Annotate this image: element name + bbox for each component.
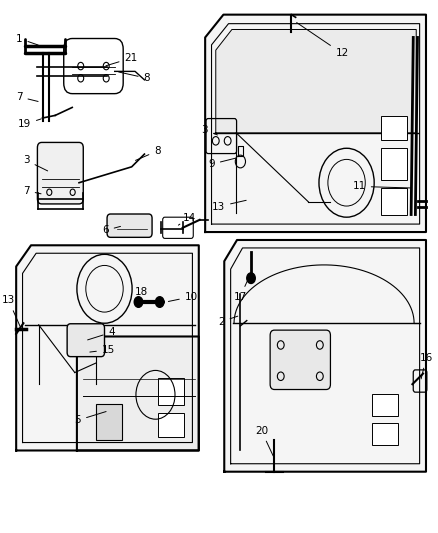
Circle shape [134, 297, 143, 308]
FancyBboxPatch shape [37, 142, 83, 204]
Circle shape [247, 273, 255, 284]
Text: 15: 15 [90, 345, 115, 355]
Text: 11: 11 [353, 181, 410, 191]
Polygon shape [205, 14, 426, 232]
Text: 16: 16 [420, 353, 433, 379]
Circle shape [155, 297, 164, 308]
Text: 1: 1 [16, 34, 38, 45]
Text: 8: 8 [135, 146, 161, 160]
Text: 10: 10 [168, 292, 198, 302]
Polygon shape [77, 336, 199, 450]
Text: 7: 7 [16, 92, 38, 102]
Text: 7: 7 [23, 185, 41, 196]
Text: 17: 17 [233, 276, 250, 302]
Text: 18: 18 [135, 287, 148, 302]
Text: 14: 14 [178, 213, 196, 225]
Bar [372, 394, 399, 416]
Polygon shape [216, 29, 416, 133]
Text: 21: 21 [106, 53, 138, 66]
Text: 13: 13 [2, 295, 20, 327]
Text: 2: 2 [218, 316, 238, 327]
Bar [381, 148, 407, 180]
Text: 8: 8 [119, 72, 150, 83]
Text: 13: 13 [212, 200, 246, 212]
FancyBboxPatch shape [67, 324, 105, 357]
Text: 9: 9 [208, 158, 237, 169]
Text: 3: 3 [201, 125, 217, 135]
FancyBboxPatch shape [107, 214, 152, 237]
Text: 12: 12 [297, 22, 349, 58]
Text: 5: 5 [74, 411, 106, 425]
Text: 20: 20 [255, 426, 273, 456]
Bar [96, 405, 122, 440]
Bar [381, 188, 407, 215]
Text: 4: 4 [88, 327, 115, 340]
Bar [158, 413, 184, 437]
Text: 6: 6 [102, 225, 120, 236]
Text: 19: 19 [18, 119, 41, 130]
Bar [381, 116, 407, 140]
Bar [158, 378, 184, 406]
Polygon shape [224, 240, 426, 472]
FancyBboxPatch shape [270, 330, 330, 390]
Bar [372, 423, 399, 445]
Text: 3: 3 [23, 156, 48, 171]
Polygon shape [16, 245, 199, 450]
